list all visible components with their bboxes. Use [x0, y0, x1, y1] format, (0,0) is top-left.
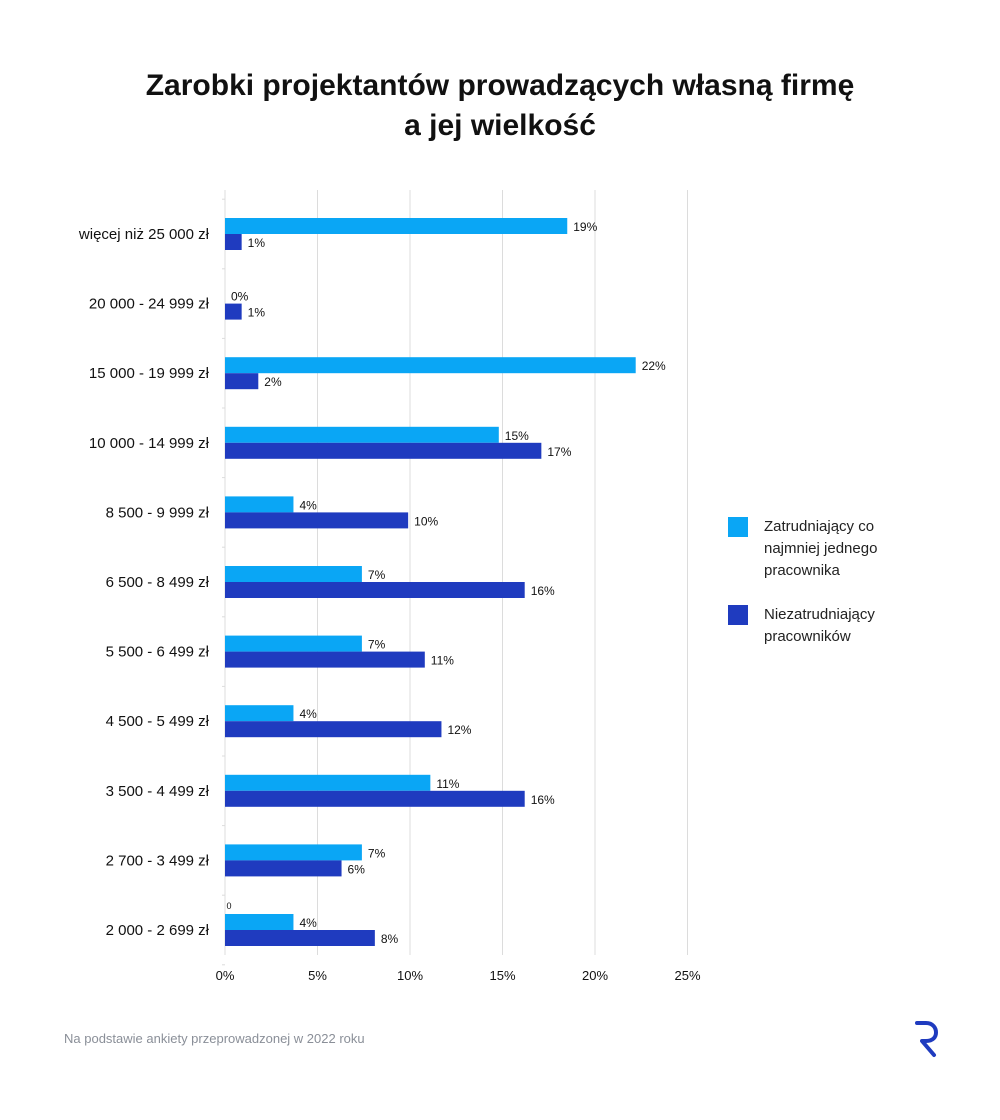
- bar-series-1-0: [225, 218, 568, 234]
- data-label-series-2-5: 16%: [531, 584, 555, 598]
- x-tick-label-2: 10%: [397, 968, 423, 983]
- bar-series-2-6: [225, 651, 425, 668]
- x-tick-label-3: 15%: [489, 968, 515, 983]
- data-label-series-2-1: 1%: [248, 306, 266, 320]
- bar-series-2-5: [225, 582, 525, 598]
- data-label-series-2-9: 6%: [348, 862, 366, 876]
- data-label-series-1-2: 22%: [642, 359, 666, 373]
- data-label-series-1-7: 4%: [299, 707, 317, 721]
- footnote: Na podstawie ankiety przeprowadzonej w 2…: [64, 1031, 365, 1046]
- chart-title-line-2: a jej wielkość: [404, 109, 596, 142]
- category-label-9: 2 700 - 3 499 zł: [106, 852, 210, 869]
- annotation-0: 0: [226, 901, 231, 911]
- category-label-2: 15 000 - 19 999 zł: [89, 365, 210, 382]
- data-label-series-1-10: 4%: [299, 916, 317, 930]
- category-label-5: 6 500 - 8 499 zł: [106, 574, 210, 591]
- category-label-1: 20 000 - 24 999 zł: [89, 296, 210, 313]
- chart-title-line-1: Zarobki projektantów prowadzących własną…: [145, 69, 855, 102]
- data-label-series-2-4: 10%: [414, 514, 438, 528]
- bar-series-2-3: [225, 442, 542, 459]
- bar-series-2-0: [225, 234, 242, 250]
- legend: Zatrudniający co najmniej jednego pracow…: [728, 516, 928, 670]
- category-label-7: 4 500 - 5 499 zł: [106, 713, 210, 730]
- bar-series-2-4: [225, 512, 409, 529]
- legend-swatch-series-1: [728, 517, 748, 537]
- legend-item-series-1: Zatrudniający co najmniej jednego pracow…: [728, 516, 928, 582]
- legend-swatch-series-2: [728, 605, 748, 625]
- category-label-3: 10 000 - 14 999 zł: [89, 435, 210, 452]
- data-label-series-2-2: 2%: [264, 375, 282, 389]
- bar-series-1-6: [225, 635, 362, 652]
- data-label-series-2-6: 11%: [431, 654, 454, 668]
- bar-series-2-10: [225, 930, 375, 946]
- bar-series-1-5: [225, 566, 362, 582]
- category-label-4: 8 500 - 9 999 zł: [106, 504, 210, 521]
- data-label-series-2-10: 8%: [381, 932, 399, 946]
- brand-logo-icon: [915, 1021, 938, 1057]
- data-label-series-1-5: 7%: [368, 568, 386, 582]
- legend-label-series-1: Zatrudniający co najmniej jednego pracow…: [764, 518, 878, 579]
- bar-series-1-8: [225, 774, 431, 791]
- data-label-series-1-4: 4%: [299, 498, 317, 512]
- data-label-series-1-1: 0%: [231, 290, 249, 304]
- data-label-series-1-8: 11%: [436, 777, 459, 791]
- x-tick-label-4: 20%: [582, 968, 608, 983]
- bar-series-1-2: [225, 357, 636, 374]
- bar-series-1-3: [225, 426, 499, 443]
- category-label-10: 2 000 - 2 699 zł: [106, 922, 210, 939]
- chart-title: Zarobki projektantów prowadzących własną…: [0, 66, 1000, 146]
- legend-item-series-2: Niezatrudniający pracowników: [728, 604, 928, 648]
- bar-series-1-4: [225, 496, 294, 513]
- bar-chart: 0% 5% 10% 15% 20% 25% więcej niż 25 000 zł 19% 1…: [78, 190, 701, 983]
- x-tick-label-5: 25%: [674, 968, 700, 983]
- legend-label-series-2: Niezatrudniający pracowników: [764, 606, 875, 645]
- bar-series-2-7: [225, 721, 442, 738]
- data-label-series-2-0: 1%: [248, 236, 266, 250]
- data-label-series-2-8: 16%: [531, 793, 555, 807]
- x-tick-label-0: 0%: [216, 968, 235, 983]
- bar-series-1-9: [225, 844, 362, 861]
- data-label-series-1-0: 19%: [573, 220, 597, 234]
- bar-series-2-8: [225, 790, 525, 807]
- bar-series-1-7: [225, 705, 294, 722]
- category-label-6: 5 500 - 6 499 zł: [106, 644, 210, 661]
- bar-series-2-1: [225, 303, 242, 320]
- bar-series-2-2: [225, 373, 259, 390]
- category-label-8: 3 500 - 4 499 zł: [106, 783, 210, 800]
- data-label-series-2-3: 17%: [547, 445, 571, 459]
- category-label-0: więcej niż 25 000 zł: [78, 226, 210, 243]
- data-label-series-2-7: 12%: [447, 723, 471, 737]
- data-label-series-1-9: 7%: [368, 846, 386, 860]
- data-label-series-1-6: 7%: [368, 638, 386, 652]
- bar-series-2-9: [225, 860, 342, 877]
- x-tick-label-1: 5%: [308, 968, 327, 983]
- bar-series-1-10: [225, 914, 294, 930]
- data-label-series-1-3: 15%: [505, 429, 529, 443]
